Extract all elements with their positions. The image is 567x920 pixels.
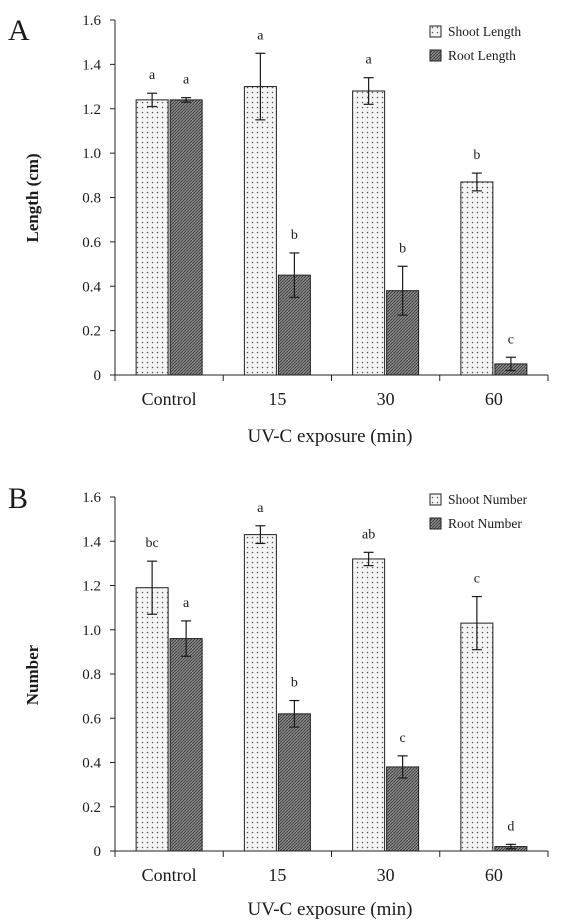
significance-letter: a	[183, 73, 190, 88]
x-tick-label: 60	[485, 865, 503, 885]
x-tick-label: 15	[268, 865, 286, 885]
y-tick-label: 0.4	[82, 279, 101, 295]
y-tick-label: 0	[94, 368, 102, 384]
y-tick-label: 0.2	[82, 324, 101, 340]
panel-label: B	[8, 482, 28, 515]
y-tick-label: 0.6	[82, 235, 101, 251]
y-tick-label: 1.2	[82, 102, 101, 118]
y-tick-label: 1.4	[82, 57, 101, 73]
legend-swatch	[429, 25, 442, 38]
significance-letter: a	[183, 596, 190, 611]
bar-shoot-length	[352, 90, 386, 376]
bar-root-number	[277, 713, 311, 852]
significance-letter: a	[257, 501, 264, 516]
chart-panel-b: B Number UV-C exposure (min) 0 0.2 0.4 0.6 0…	[8, 482, 549, 920]
y-tick-label: 0.2	[82, 800, 101, 816]
y-axis-label: Number	[23, 644, 42, 705]
significance-letter: a	[149, 68, 156, 83]
legend-swatch	[429, 517, 442, 530]
significance-letter: a	[257, 28, 264, 43]
y-tick-label: 1.0	[82, 146, 101, 162]
y-tick-label: 0.6	[82, 711, 101, 727]
y-tick-label: 0	[94, 844, 102, 860]
x-axis-label: UV-C exposure (min)	[248, 426, 413, 447]
legend-swatch	[429, 493, 442, 506]
x-tick-label: 60	[485, 389, 503, 409]
plot-area: 0 0.2 0.4 0.6 0.8 1.0 1.2 1.4 1.6 Control 15 30 60 a a…	[82, 13, 549, 409]
y-tick-label: 1.4	[82, 534, 101, 550]
significance-letter: b	[473, 148, 480, 163]
legend-label: Root Length	[448, 48, 516, 63]
significance-letter: a	[366, 53, 373, 68]
significance-letter: ab	[362, 527, 375, 542]
significance-letter: b	[291, 676, 298, 691]
x-tick-label: Control	[142, 389, 197, 409]
significance-letter: b	[399, 241, 406, 256]
y-tick-label: 1.6	[82, 490, 101, 506]
legend-label: Root Number	[448, 516, 522, 531]
legend-swatch	[429, 49, 442, 62]
x-axis-label: UV-C exposure (min)	[248, 899, 413, 920]
x-tick-label: Control	[142, 865, 197, 885]
y-tick-label: 0.4	[82, 756, 101, 772]
x-tick-label: 30	[377, 389, 395, 409]
bar-shoot-number	[460, 622, 494, 852]
significance-letter: c	[508, 332, 514, 347]
bar-shoot-number	[135, 587, 169, 852]
legend-label: Shoot Length	[448, 24, 521, 39]
bar-root-number	[386, 766, 420, 852]
significance-letter: c	[474, 572, 480, 587]
chart-panel-a: A Length (cm) UV-C exposure (min) 0 0.2 0.…	[8, 13, 549, 447]
significance-letter: b	[291, 228, 298, 243]
bar-shoot-length	[460, 181, 494, 376]
x-tick-label: 30	[377, 865, 395, 885]
y-axis-label: Length (cm)	[23, 153, 42, 242]
y-tick-label: 1.6	[82, 13, 101, 29]
bar-root-length	[169, 99, 203, 376]
y-tick-label: 0.8	[82, 667, 101, 683]
bar-root-number	[169, 638, 203, 852]
legend-label: Shoot Number	[448, 492, 528, 507]
panel-label: A	[8, 14, 30, 47]
significance-letter: d	[507, 819, 514, 834]
x-tick-label: 15	[268, 389, 286, 409]
bar-shoot-length	[135, 99, 169, 376]
y-tick-label: 1.2	[82, 579, 101, 595]
significance-letter: bc	[146, 536, 159, 551]
bar-shoot-length	[243, 86, 277, 376]
y-tick-label: 0.8	[82, 191, 101, 207]
bar-shoot-number	[243, 534, 277, 852]
bar-shoot-number	[352, 558, 386, 852]
y-tick-label: 1.0	[82, 623, 101, 639]
significance-letter: c	[400, 731, 406, 746]
